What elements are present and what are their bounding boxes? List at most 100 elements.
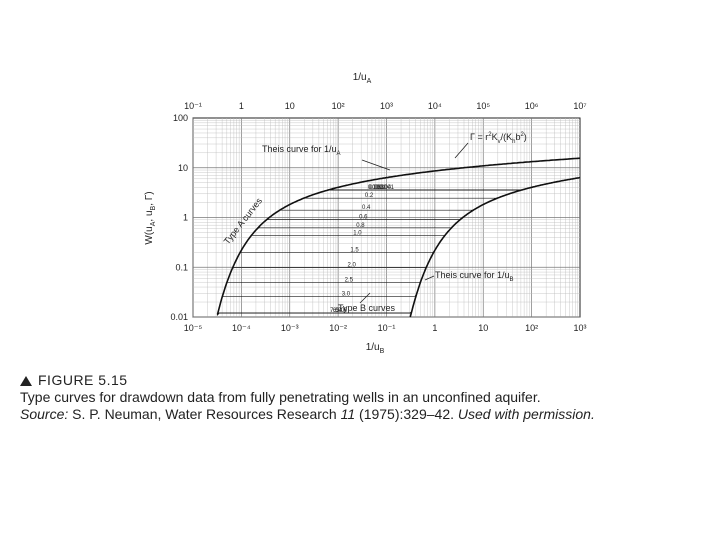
y-title-mid: , u [144,210,155,221]
theis-b-sub: B [510,277,514,283]
gamma-label: 0.001 [379,185,395,191]
type-curve-series [216,177,578,316]
gamma-label: 2.5 [345,277,354,283]
gamma-pre: Γ = r [470,132,488,142]
type-curve-series [216,177,578,316]
y-title-sub-b: B [150,205,157,210]
type-curve-series [216,177,578,316]
y-title-main: W(u [144,226,155,244]
gamma-label: 4.0 [339,308,348,314]
type-curve-series [216,177,578,316]
x-bottom-tick-label: 10⁻³ [281,323,299,333]
theis-a-sub: A [337,151,341,157]
theis-b-annotation: Theis curve for 1/uB [435,270,514,283]
source-permission: Used with permission. [457,406,595,422]
gamma-label: 0.004 [376,185,392,191]
type-curve-series [216,177,578,316]
type-curve-series [216,177,578,316]
figure-title-line: FIGURE 5.15 [20,372,710,389]
gamma-label: 0.01 [375,185,387,191]
axis-ticks: 10⁻⁵ 10⁻⁴ 10⁻³ 10⁻² 10⁻¹ 1 10 10² 10³ 10⁻¹ 1 10 10² 1… [170,101,586,333]
type-curve-series [217,177,578,316]
type-b-annotation: Type B curves [338,303,396,313]
x-bottom-tick-label: 10² [525,323,538,333]
source-volume: 11 [340,406,356,422]
figure-caption: FIGURE 5.15 Type curves for drawdown dat… [20,372,710,423]
x-bottom-title-main: 1/u [366,342,380,353]
x-bottom-tick-label: 10⁻⁴ [232,323,251,333]
x-top-title-main: 1/u [353,72,367,83]
theis-b-main: Theis curve for 1/u [435,270,510,280]
gamma-label: 6.0 [333,308,342,314]
gamma-label: 2.0 [347,263,356,269]
y-tick-label: 100 [173,113,188,123]
type-curve-series [216,177,578,316]
x-bottom-title-sub: B [380,348,385,355]
gamma-k: K [492,132,498,142]
type-curve-series [216,177,578,316]
type-b-leader [359,292,371,304]
curve-layer [216,157,581,318]
y-title-end: , Γ) [144,191,155,205]
x-top-tick-label: 10³ [380,101,393,111]
gamma-label: 7.0 [330,308,339,314]
type-curve-series [216,177,578,316]
x-bottom-tick-label: 1 [432,323,437,333]
type-curve-series [216,177,578,316]
gamma-end: ) [524,132,527,142]
source-rest: (1975):329–42. [359,406,454,422]
gamma-label: 5.0 [336,308,345,314]
theis-a-annotation: Theis curve for 1/uA [262,144,341,157]
x-top-tick-label: 10⁻¹ [184,101,202,111]
x-top-tick-label: 10⁵ [476,101,490,111]
gamma-label: 0.1 [368,185,377,191]
gamma-sup2: 2 [520,132,524,138]
gamma-label: 1.0 [353,230,362,236]
gamma-label: 0.6 [359,215,368,221]
y-tick-label: 0.1 [175,262,188,272]
theis-b-leader [424,275,435,281]
gamma-label: 3.0 [342,291,351,297]
gamma-label: 0.03 [372,185,384,191]
theis-a-leader [361,159,391,171]
x-top-tick-label: 10⁴ [428,101,442,111]
gamma-definition: Γ = r2Kv/(Khb2) [470,132,527,145]
gamma-sup: 2 [488,132,492,138]
y-axis-title: W(uA, uB, Γ) [144,191,157,244]
type-curve-series [216,177,578,316]
x-bottom-tick-label: 10⁻² [329,323,347,333]
type-curve-series [217,177,578,316]
y-title-sub-a: A [150,221,157,226]
type-curve-series [217,177,578,316]
type-curve-series [217,177,578,316]
type-curve-series [216,177,578,316]
theis-curve-b [409,176,581,318]
gamma-leader [454,142,469,159]
source-label: Source: [20,406,69,422]
x-top-tick-label: 10² [332,101,345,111]
gamma-v: v [498,139,501,145]
type-curve-series [216,177,578,316]
gamma-label: 0.2 [365,193,374,199]
figure-label: FIGURE 5.15 [38,372,128,388]
x-top-title-sub: A [367,78,372,85]
type-a-annotation: Type A curves [222,196,265,247]
figure-description: Type curves for drawdown data from fully… [20,389,541,405]
x-bottom-tick-label: 10³ [573,323,586,333]
y-tick-label: 0.01 [170,312,188,322]
gamma-b: b [515,132,520,142]
x-top-axis-title: 1/uA [353,72,372,85]
gamma-label: 0.06 [369,185,381,191]
gamma-label: 1.5 [350,247,359,253]
theis-curve-a [216,157,581,315]
triangle-icon [20,375,32,386]
source-author: S. P. Neuman, Water Resources Research [72,406,337,422]
theis-a-main: Theis curve for 1/u [262,144,337,154]
gamma-label: 0.4 [362,205,371,211]
x-top-tick-label: 10⁶ [525,101,539,111]
x-top-tick-label: 10 [285,101,295,111]
y-tick-label: 10 [178,163,188,173]
gamma-mid: /(K [501,132,513,142]
x-bottom-tick-label: 10⁻⁵ [184,323,203,333]
